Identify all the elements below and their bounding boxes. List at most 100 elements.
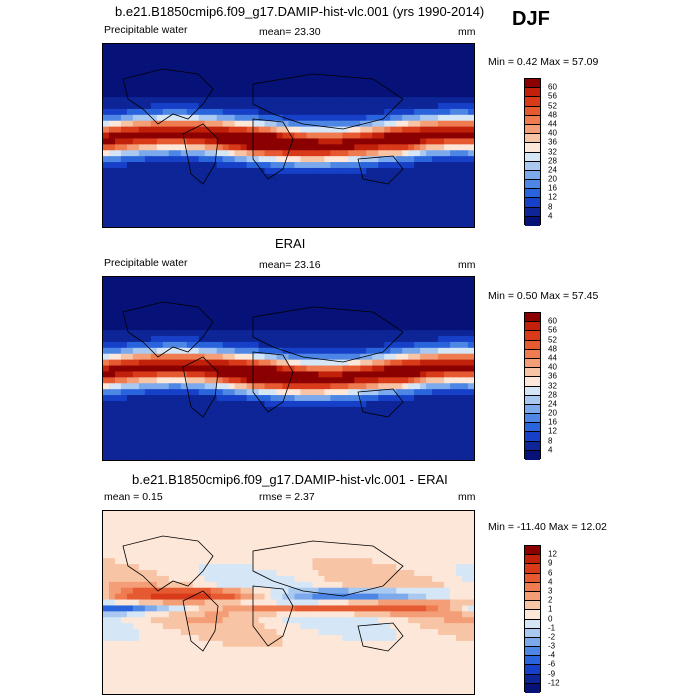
panel-3-minmax-label: Min = -11.40 Max = 12.02 [488,521,607,533]
colorbar-tick-label: 44 [548,353,557,363]
colorbar-tick-label: 24 [548,399,557,409]
colorbar-tick-label: 52 [548,101,557,111]
continent-outline [252,73,404,130]
colorbar-segment [525,313,540,323]
panel-1-minmax-label: Min = 0.42 Max = 57.09 [488,56,599,68]
colorbar-tick-label: 56 [548,325,557,335]
colorbar-segment [525,555,540,565]
colorbar-segment [525,106,540,116]
continent-outline [252,118,294,180]
continent-outline [357,388,404,418]
colorbar-segment [525,216,540,226]
colorbar-segment [525,423,540,433]
colorbar-tick-label: 12 [548,192,557,202]
map-field [103,511,474,694]
colorbar-segment [525,564,540,574]
colorbar-tick-label: 52 [548,335,557,345]
colorbar-tick-label: 20 [548,174,557,184]
colorbar-segment [525,377,540,387]
panel-3-map [102,510,475,695]
colorbar-segment [525,610,540,620]
colorbar-tick-label: 40 [548,362,557,372]
continent-outline [252,306,404,363]
colorbar-segment [525,340,540,350]
panel-1-mean-label: mean= 23.30 [259,26,321,38]
panel-1-variable-label: Precipitable water [104,24,188,36]
colorbar-segment [525,450,540,460]
colorbar-tick-label: 16 [548,183,557,193]
colorbar-tick-label: 48 [548,110,557,120]
continent-outline [252,540,404,597]
colorbar-tick-label: -1 [548,623,556,633]
map-field [103,277,474,460]
colorbar-segment [525,322,540,332]
colorbar-tick-label: 3 [548,586,553,596]
colorbar-segment [525,386,540,396]
continent-outline [122,535,214,592]
colorbar-segment [525,97,540,107]
colorbar-segment [525,358,540,369]
colorbar-tick-label: -4 [548,650,556,660]
panel-2-colorbar [524,312,541,460]
colorbar-segment [525,180,540,190]
colorbar-segment [525,349,540,359]
colorbar-segment [525,152,540,162]
panel-3-colorbar [524,545,541,693]
colorbar-tick-label: 4 [548,577,553,587]
panel-2-units-label: mm [458,259,476,271]
panel-2-map [102,276,475,461]
colorbar-segment [525,674,540,684]
colorbar-segment [525,683,540,693]
panel-2-title: ERAI [275,236,306,251]
colorbar-segment [525,665,540,675]
colorbar-segment [525,161,540,171]
panel-1-map [102,43,475,228]
colorbar-segment [525,124,540,135]
panel-1-units-label: mm [458,26,476,38]
colorbar-tick-label: 24 [548,165,557,175]
colorbar-segment [525,432,540,442]
colorbar-segment [525,601,540,611]
panel-2-minmax-label: Min = 0.50 Max = 57.45 [488,290,599,302]
colorbar-tick-label: -12 [548,678,560,688]
continent-outline [252,585,294,647]
panel-1-colorbar [524,78,541,226]
continent-outline [122,301,214,358]
colorbar-tick-label: 32 [548,381,557,390]
colorbar-tick-label: 1 [548,604,553,614]
colorbar-tick-label: 28 [548,390,557,400]
colorbar-tick-label: 4 [548,445,553,455]
colorbar-segment [525,582,540,592]
colorbar-segment [525,189,540,199]
panel-1-title: b.e21.B1850cmip6.f09_g17.DAMIP-hist-vlc.… [115,4,485,19]
colorbar-tick-label: 60 [548,82,557,92]
colorbar-segment [525,573,540,583]
colorbar-segment [525,143,540,153]
colorbar-segment [525,414,540,424]
colorbar-tick-label: 36 [548,371,557,381]
colorbar-tick-label: 44 [548,119,557,129]
colorbar-segment [525,404,540,415]
colorbar-tick-label: 12 [548,549,557,559]
continent-outline [252,351,294,413]
colorbar-segment [525,441,540,451]
continent-outline [122,68,214,125]
colorbar-tick-label: 16 [548,417,557,427]
colorbar-segment [525,115,540,125]
colorbar-segment [525,134,540,144]
colorbar-tick-label: 4 [548,211,553,221]
colorbar-tick-label: 36 [548,137,557,147]
colorbar-tick-label: -9 [548,669,556,679]
colorbar-segment [525,198,540,208]
season-label: DJF [512,8,550,30]
colorbar-tick-label: 9 [548,558,553,568]
colorbar-tick-label: -2 [548,632,556,642]
panel-2-variable-label: Precipitable water [104,257,188,269]
colorbar-tick-label: 56 [548,91,557,101]
colorbar-segment [525,395,540,405]
continent-outline [357,622,404,652]
panel-3-mean-label: mean = 0.15 [104,491,163,503]
colorbar-segment [525,637,540,648]
panel-3-units-label: mm [458,491,476,503]
colorbar-tick-label: -3 [548,641,556,651]
